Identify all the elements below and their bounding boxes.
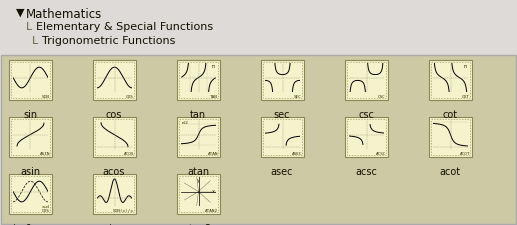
Bar	[95, 119, 134, 155]
Text: Trigonometric Functions: Trigonometric Functions	[42, 36, 175, 46]
Text: SIN: SIN	[42, 95, 50, 99]
Text: COS: COS	[126, 95, 134, 99]
Bar	[347, 62, 386, 98]
Bar	[177, 117, 220, 157]
Text: ATAN: ATAN	[207, 152, 218, 156]
Bar	[177, 174, 220, 214]
Text: cot: cot	[443, 110, 458, 120]
Bar	[345, 117, 388, 157]
Bar	[9, 60, 52, 100]
Bar	[0, 0, 517, 57]
Text: asec: asec	[271, 167, 293, 177]
Text: acsc: acsc	[355, 167, 377, 177]
Text: x: x	[212, 189, 215, 194]
Bar	[11, 176, 50, 212]
Bar	[261, 117, 304, 157]
Text: atan2: atan2	[184, 224, 212, 225]
Text: sin & cos: sin & cos	[8, 224, 52, 225]
Text: π/2: π/2	[182, 121, 189, 125]
Text: COT: COT	[462, 95, 470, 99]
Text: ACOT: ACOT	[460, 152, 470, 156]
Text: ASEC: ASEC	[292, 152, 302, 156]
Bar	[93, 117, 136, 157]
Text: Mathematics: Mathematics	[26, 8, 102, 21]
Text: SEC: SEC	[294, 95, 302, 99]
Text: sin: sin	[23, 110, 37, 120]
Text: acos: acos	[103, 167, 125, 177]
Text: SIN: SIN	[42, 205, 50, 209]
Bar	[429, 60, 472, 100]
Text: atan: atan	[187, 167, 209, 177]
Bar	[431, 62, 470, 98]
Bar	[95, 62, 134, 98]
Bar	[179, 62, 218, 98]
Bar	[347, 119, 386, 155]
Bar	[177, 60, 220, 100]
Bar	[431, 119, 470, 155]
Bar	[95, 176, 134, 212]
Bar	[429, 117, 472, 157]
Text: ACOS: ACOS	[124, 152, 134, 156]
Text: asin: asin	[20, 167, 40, 177]
Text: π: π	[464, 64, 467, 69]
Text: L: L	[26, 22, 33, 32]
Bar	[179, 176, 218, 212]
Bar	[261, 60, 304, 100]
Bar	[345, 60, 388, 100]
Text: COS: COS	[42, 209, 50, 213]
Bar	[1, 55, 516, 224]
Text: ▼: ▼	[16, 8, 24, 18]
Text: π: π	[212, 64, 215, 69]
Bar	[263, 62, 302, 98]
Text: SIN(x)/x: SIN(x)/x	[113, 209, 134, 213]
Bar	[11, 62, 50, 98]
Text: CSC: CSC	[378, 95, 386, 99]
Text: csc: csc	[358, 110, 374, 120]
Text: y: y	[197, 178, 200, 183]
Text: L: L	[32, 36, 39, 46]
Text: ACSC: ACSC	[375, 152, 386, 156]
Text: sinc: sinc	[104, 224, 124, 225]
Text: sec: sec	[273, 110, 290, 120]
Text: cos: cos	[106, 110, 122, 120]
Bar	[11, 119, 50, 155]
Bar	[179, 119, 218, 155]
Bar	[9, 174, 52, 214]
Bar	[263, 119, 302, 155]
Text: TAN: TAN	[210, 95, 218, 99]
Text: tan: tan	[190, 110, 206, 120]
Text: Elementary & Special Functions: Elementary & Special Functions	[36, 22, 213, 32]
Text: ASIN: ASIN	[39, 152, 50, 156]
Bar	[93, 60, 136, 100]
Text: acot: acot	[439, 167, 461, 177]
Text: ATAN2: ATAN2	[205, 209, 218, 213]
Bar	[9, 117, 52, 157]
Bar	[93, 174, 136, 214]
